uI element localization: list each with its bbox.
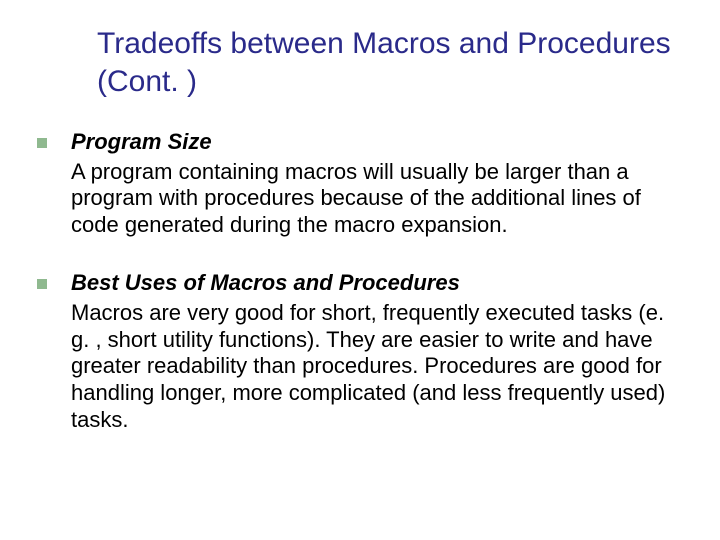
bullet-icon [37, 279, 47, 289]
bullet-item: Best Uses of Macros and Procedures [35, 269, 685, 298]
bullet-heading: Best Uses of Macros and Procedures [71, 269, 460, 298]
bullet-body: A program containing macros will usually… [71, 159, 685, 239]
bullet-heading: Program Size [71, 128, 212, 157]
slide-title: Tradeoffs between Macros and Procedures … [97, 25, 685, 100]
bullet-body: Macros are very good for short, frequent… [71, 300, 685, 434]
bullet-item: Program Size [35, 128, 685, 157]
slide-container: Tradeoffs between Macros and Procedures … [0, 0, 720, 540]
bullet-icon [37, 138, 47, 148]
